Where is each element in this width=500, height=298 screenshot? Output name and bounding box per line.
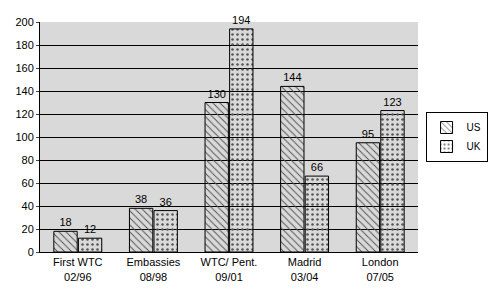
svg-text:WTC/ Pent.09/01: WTC/ Pent.09/01 xyxy=(201,256,258,282)
svg-text:London07/05: London07/05 xyxy=(362,256,399,282)
svg-text:180: 180 xyxy=(15,39,33,51)
svg-text:120: 120 xyxy=(15,108,33,120)
svg-text:Embassies08/98: Embassies08/98 xyxy=(127,256,181,282)
svg-text:66: 66 xyxy=(311,161,323,173)
svg-text:100: 100 xyxy=(15,131,33,143)
svg-text:60: 60 xyxy=(22,177,34,189)
svg-text:First WTC02/96: First WTC02/96 xyxy=(53,256,103,282)
svg-text:40: 40 xyxy=(22,200,34,212)
svg-text:36: 36 xyxy=(160,196,172,208)
svg-text:200: 200 xyxy=(15,16,33,28)
svg-text:12: 12 xyxy=(84,223,96,235)
svg-text:UK: UK xyxy=(467,141,481,152)
svg-text:123: 123 xyxy=(383,96,401,108)
svg-text:18: 18 xyxy=(59,216,71,228)
svg-text:140: 140 xyxy=(15,85,33,97)
svg-text:38: 38 xyxy=(135,193,147,205)
svg-text:144: 144 xyxy=(283,71,301,83)
svg-text:160: 160 xyxy=(15,62,33,74)
svg-text:130: 130 xyxy=(208,88,226,100)
svg-text:Madrid03/04: Madrid03/04 xyxy=(288,256,322,282)
svg-text:194: 194 xyxy=(232,14,250,26)
svg-text:US: US xyxy=(467,122,481,133)
svg-text:0: 0 xyxy=(28,246,34,258)
svg-text:95: 95 xyxy=(362,128,374,140)
svg-text:20: 20 xyxy=(22,223,34,235)
svg-text:80: 80 xyxy=(22,154,34,166)
